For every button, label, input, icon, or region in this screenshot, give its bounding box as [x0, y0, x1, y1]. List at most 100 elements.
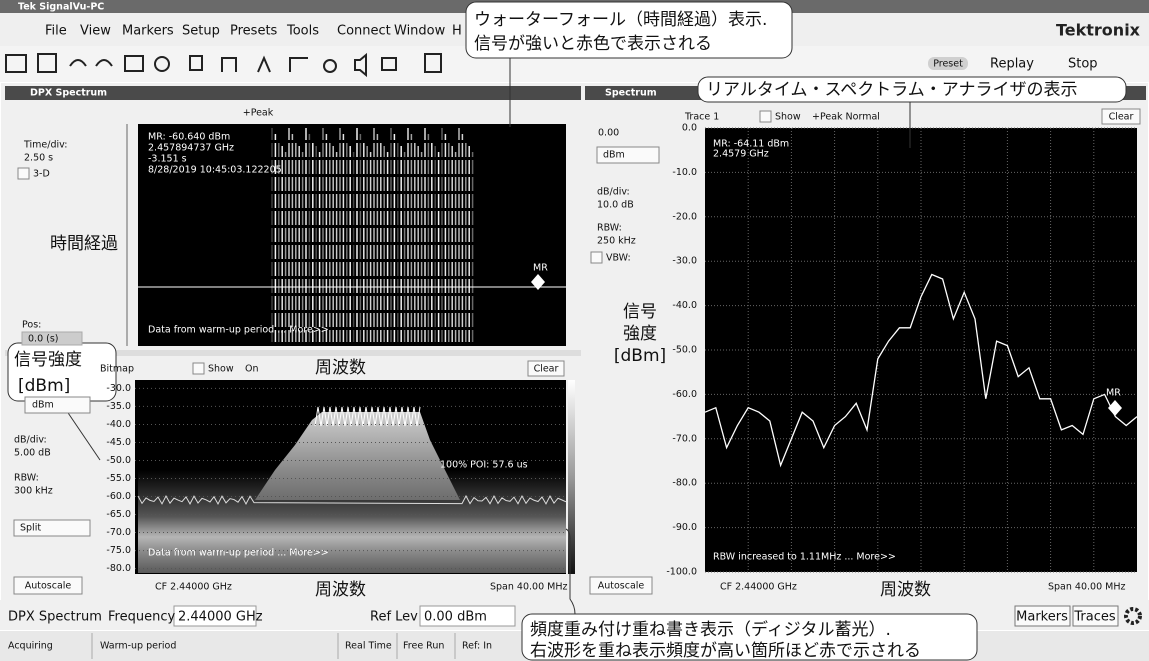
annotation: 周波数: [315, 580, 366, 600]
checkbox-label[interactable]: 3-D: [33, 169, 50, 180]
annotation: 信号強度: [14, 350, 82, 370]
menu-item[interactable]: H: [452, 24, 462, 39]
value: 0.00: [598, 128, 619, 139]
y-tick-label: -50.0: [672, 345, 697, 356]
y-tick-label: -70.0: [672, 433, 697, 444]
label: dB/div:: [14, 435, 47, 446]
button-label[interactable]: Traces: [1073, 610, 1115, 625]
panel-title: Spectrum: [605, 88, 657, 99]
input-value[interactable]: 2.44000 GHz: [178, 610, 263, 625]
dropdown-label[interactable]: dBm: [603, 150, 625, 161]
annotation: 周波数: [315, 358, 366, 378]
checkbox-label: VBW:: [606, 253, 631, 264]
dropdown-label[interactable]: dBm: [32, 400, 54, 411]
y-tick-label: -60.0: [672, 389, 697, 400]
notice: Data from warm-up period ... More>>: [148, 325, 329, 336]
y-tick-label: -65.0: [106, 509, 131, 520]
texture: [268, 140, 478, 143]
texture: [268, 293, 478, 296]
label: Pos:: [22, 320, 41, 331]
center-frequency: CF 2.44000 GHz: [155, 582, 232, 593]
value: 250 kHz: [597, 236, 636, 247]
poi: 100% POI: 57.6 us: [440, 460, 528, 471]
menu-item[interactable]: Presets: [230, 24, 278, 39]
dropdown-label[interactable]: Split: [20, 523, 41, 534]
trace-label: +Peak: [243, 108, 274, 119]
y-tick-label: -75.0: [106, 545, 131, 556]
y-tick-label: -55.0: [106, 473, 131, 484]
color-bar: [568, 380, 575, 574]
notice: RBW increased to 1.11MHz ... More>>: [713, 552, 896, 563]
annotation: [dBm]: [18, 376, 70, 396]
status-cell: Acquiring: [8, 641, 53, 652]
view-name: DPX Spectrum: [8, 610, 102, 625]
status-cell: Ref: In: [462, 641, 492, 652]
button-label[interactable]: Clear: [1109, 112, 1134, 123]
label: Time/div:: [23, 140, 67, 151]
annotation: 頻度重み付け重ね書き表示（ディジタル蓄光）.: [530, 619, 891, 640]
texture: [268, 174, 478, 177]
value: 300 kHz: [14, 486, 53, 497]
y-tick-label: -45.0: [106, 437, 131, 448]
preset-label[interactable]: Preset: [933, 59, 963, 70]
checkbox[interactable]: [760, 111, 771, 122]
readout: MR: -60.640 dBm: [148, 132, 230, 143]
button-label[interactable]: Autoscale: [25, 581, 72, 592]
notice: Data from warm-up period ... More>>: [148, 548, 329, 559]
menu-item[interactable]: Markers: [122, 24, 174, 39]
menu-item[interactable]: Window: [394, 24, 446, 39]
menu-item[interactable]: Tools: [286, 24, 319, 39]
annotation: リアルタイム・スペクトラム・アナライザの表示: [706, 80, 1077, 100]
checkbox[interactable]: [193, 363, 204, 374]
label: Frequency: [108, 610, 175, 625]
status-cell: Warm-up period: [100, 641, 176, 652]
y-tick-label: -80.0: [672, 478, 697, 489]
value: 0.0 (s): [28, 334, 59, 345]
replay-button[interactable]: Replay: [990, 57, 1034, 72]
y-tick-label: -30.0: [106, 383, 131, 394]
texture: [268, 208, 478, 211]
stop-button[interactable]: Stop: [1068, 57, 1098, 72]
menu-item[interactable]: Connect: [337, 24, 391, 39]
menu-item[interactable]: Setup: [182, 24, 220, 39]
readout: 2.457894737 GHz: [148, 143, 234, 154]
y-tick-label: -50.0: [106, 455, 131, 466]
button-label[interactable]: Markers: [1016, 610, 1068, 625]
checkbox[interactable]: [591, 252, 602, 263]
value: 2.50 s: [24, 153, 53, 164]
readout: -3.151 s: [148, 154, 187, 165]
label: RBW:: [14, 473, 39, 484]
y-tick-label: -35.0: [106, 401, 131, 412]
screenshot: Tek SignalVu-PCFileViewMarkersSetupPrese…: [0, 0, 1149, 661]
readout: 2.4579 GHz: [713, 149, 769, 160]
annotation: 信号: [623, 302, 657, 322]
y-tick-label: -40.0: [106, 419, 131, 430]
readout: 8/28/2019 10:45:03.122205: [148, 165, 282, 176]
checkbox[interactable]: [18, 168, 29, 179]
span: Span 40.00 MHz: [490, 582, 567, 593]
label: Ref Lev: [370, 610, 418, 625]
y-tick-label: -30.0: [672, 256, 697, 267]
annotation: 右波形を重ね表示頻度が高い箇所ほど赤で示される: [530, 641, 921, 661]
y-tick-label: -60.0: [106, 491, 131, 502]
checkbox-label: Show: [208, 364, 234, 375]
button-label[interactable]: Clear: [534, 364, 559, 375]
menu-item[interactable]: View: [80, 24, 111, 39]
annotation: [dBm]: [614, 346, 666, 366]
checkbox-label: Show: [775, 112, 801, 123]
texture: [268, 310, 478, 313]
y-tick-label: 0.0: [682, 123, 697, 134]
texture: [268, 259, 478, 262]
brand: Tektronix: [1056, 21, 1141, 40]
y-tick-label: -10.0: [672, 167, 697, 178]
marker-label: MR: [1106, 388, 1121, 399]
button-label[interactable]: Autoscale: [598, 581, 645, 592]
menu-item[interactable]: File: [45, 24, 67, 39]
annotation: 強度: [623, 324, 657, 344]
label: RBW:: [597, 223, 622, 234]
center-frequency: CF 2.44000 GHz: [720, 582, 797, 593]
dropdown[interactable]: Bitmap: [100, 364, 134, 375]
annotation: 周波数: [880, 580, 931, 600]
input-value[interactable]: 0.00 dBm: [424, 610, 487, 625]
annotation: ウォーターフォール（時間経過）表示.: [474, 10, 767, 30]
